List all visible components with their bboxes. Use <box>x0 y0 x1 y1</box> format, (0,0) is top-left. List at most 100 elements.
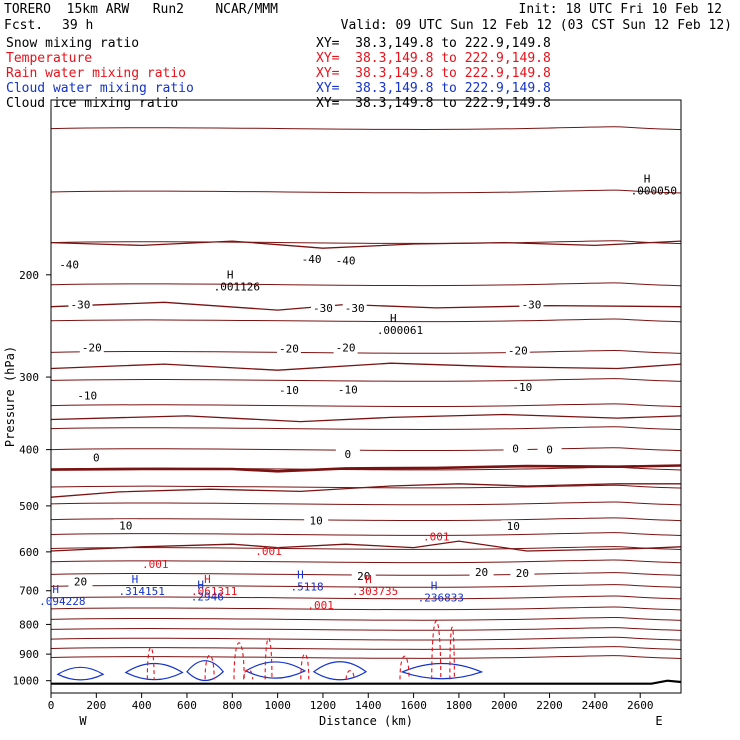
max-value-label: .000061 <box>377 324 423 337</box>
cloud-water-contour <box>400 662 484 680</box>
plot-frame <box>50 99 682 694</box>
x-tick-label: 2400 <box>582 699 609 712</box>
x-tick-label: 200 <box>86 699 106 712</box>
label-backdrop <box>342 301 367 314</box>
isotherm-label: 0 <box>93 452 100 465</box>
isotherm-label: 0 <box>345 448 352 461</box>
max-marker: H <box>52 583 59 596</box>
background-contour <box>50 606 682 611</box>
isotherm-label: -10 <box>338 383 358 396</box>
field-temperature-xy: XY= 38.3,149.8 to 222.9,149.8 <box>316 51 551 66</box>
isotherm-minus40 <box>50 240 682 249</box>
background-contour <box>50 378 682 382</box>
cloud-water-contour <box>244 661 307 679</box>
isotherm-label: -20 <box>336 342 356 355</box>
background-contour <box>50 617 682 621</box>
max-value-label: .061311 <box>191 585 237 598</box>
plot-border <box>50 99 682 694</box>
rain-water-label: .001 <box>423 531 450 544</box>
background-contour <box>50 189 682 194</box>
label-backdrop <box>351 569 376 582</box>
isotherm-label: 10 <box>507 520 520 533</box>
label-backdrop <box>335 383 360 396</box>
background-contour <box>50 447 682 452</box>
rain-water-contour <box>264 637 273 680</box>
rain-water-contour <box>431 620 442 680</box>
rain-water-label: .001 <box>255 545 282 558</box>
background-contour <box>50 655 682 659</box>
rain-water-contours <box>146 620 455 680</box>
max-marker: H <box>204 573 211 586</box>
isotherm-20 <box>50 540 682 552</box>
isotherm-label: 0 <box>546 444 553 457</box>
max-value-label: .094228 <box>39 595 85 608</box>
label-backdrop <box>335 447 360 460</box>
x-tick-label: 2200 <box>536 699 563 712</box>
isotherm-label: -30 <box>71 299 91 312</box>
isotherm-minus10 <box>50 413 682 423</box>
isotherm-label: 20 <box>516 567 529 580</box>
contour-labels: -40 -40 -40 -30 -30 -30 -30 -20 -20 -20 -20 -10 -10 -… <box>39 173 677 612</box>
max-value-label: .314151 <box>118 585 164 598</box>
y-tick-label: 500 <box>19 500 39 513</box>
label-backdrop <box>333 254 358 267</box>
isotherm-lines <box>50 126 682 659</box>
label-backdrop <box>79 341 104 354</box>
label-backdrop <box>519 298 544 311</box>
isotherm-label: 10 <box>119 519 132 532</box>
forecast-label: Fcst. <box>4 18 44 33</box>
isotherm-label: -20 <box>508 344 528 357</box>
max-marker: H <box>197 579 204 592</box>
cloud-water-contour <box>124 662 184 681</box>
max-marker: H <box>132 573 139 586</box>
background-contour <box>50 403 682 408</box>
label-backdrop <box>510 380 535 393</box>
x-tick-label: 2000 <box>491 699 518 712</box>
max-marker: H <box>644 173 651 186</box>
isotherm-label: 20 <box>475 566 488 579</box>
y-tick-label: 900 <box>19 648 39 661</box>
field-cloud-water-name: Cloud water mixing ratio <box>6 81 194 96</box>
max-marker: H <box>390 312 397 325</box>
label-backdrop <box>57 258 82 271</box>
x-tick-label: 2600 <box>627 699 654 712</box>
isotherm-10 <box>50 483 681 498</box>
isotherm-label: -10 <box>77 390 97 403</box>
y-tick-label: 400 <box>19 444 39 457</box>
x-tick-label: 600 <box>177 699 197 712</box>
x-tick-label: 1800 <box>446 699 473 712</box>
isotherm-label: -30 <box>313 302 333 315</box>
max-value-label: .5118 <box>291 581 324 594</box>
rain-water-contour <box>399 655 410 680</box>
label-backdrop <box>501 520 526 533</box>
label-backdrop <box>537 443 562 456</box>
background-contour <box>50 595 682 600</box>
background-contour <box>50 501 682 506</box>
init-time: Init: 18 UTC Fri 10 Feb 12 <box>518 2 723 17</box>
field-snow-xy: XY= 38.3,149.8 to 222.9,149.8 <box>316 36 551 51</box>
cloud-water-contour <box>312 661 368 681</box>
x-tick-label: 0 <box>48 699 55 712</box>
isotherm-label: 20 <box>74 576 87 589</box>
isotherm-label: -30 <box>521 299 541 312</box>
y-tick-label: 800 <box>19 618 39 631</box>
x-axis-label: Distance (km) <box>319 714 413 728</box>
isotherm-label: -10 <box>512 381 532 394</box>
background-contour <box>50 646 682 650</box>
east-label: E <box>655 714 662 728</box>
field-temperature-name: Temperature <box>6 51 93 66</box>
max-value-label: .303735 <box>352 585 398 598</box>
y-tick-label: 300 <box>19 371 39 384</box>
isotherm-label: 10 <box>310 515 323 528</box>
y-tick-label: 700 <box>19 585 39 598</box>
isotherm-label: 20 <box>357 570 370 583</box>
label-backdrop <box>84 451 109 464</box>
rain-water-contour <box>449 626 455 680</box>
background-contour <box>50 318 682 323</box>
max-value-label: .236833 <box>418 591 464 604</box>
label-backdrop <box>505 344 530 357</box>
y-axis-label: Pressure (hPa) <box>3 346 17 447</box>
background-contour <box>50 627 682 631</box>
forecast-hour: 39 h <box>62 18 94 33</box>
